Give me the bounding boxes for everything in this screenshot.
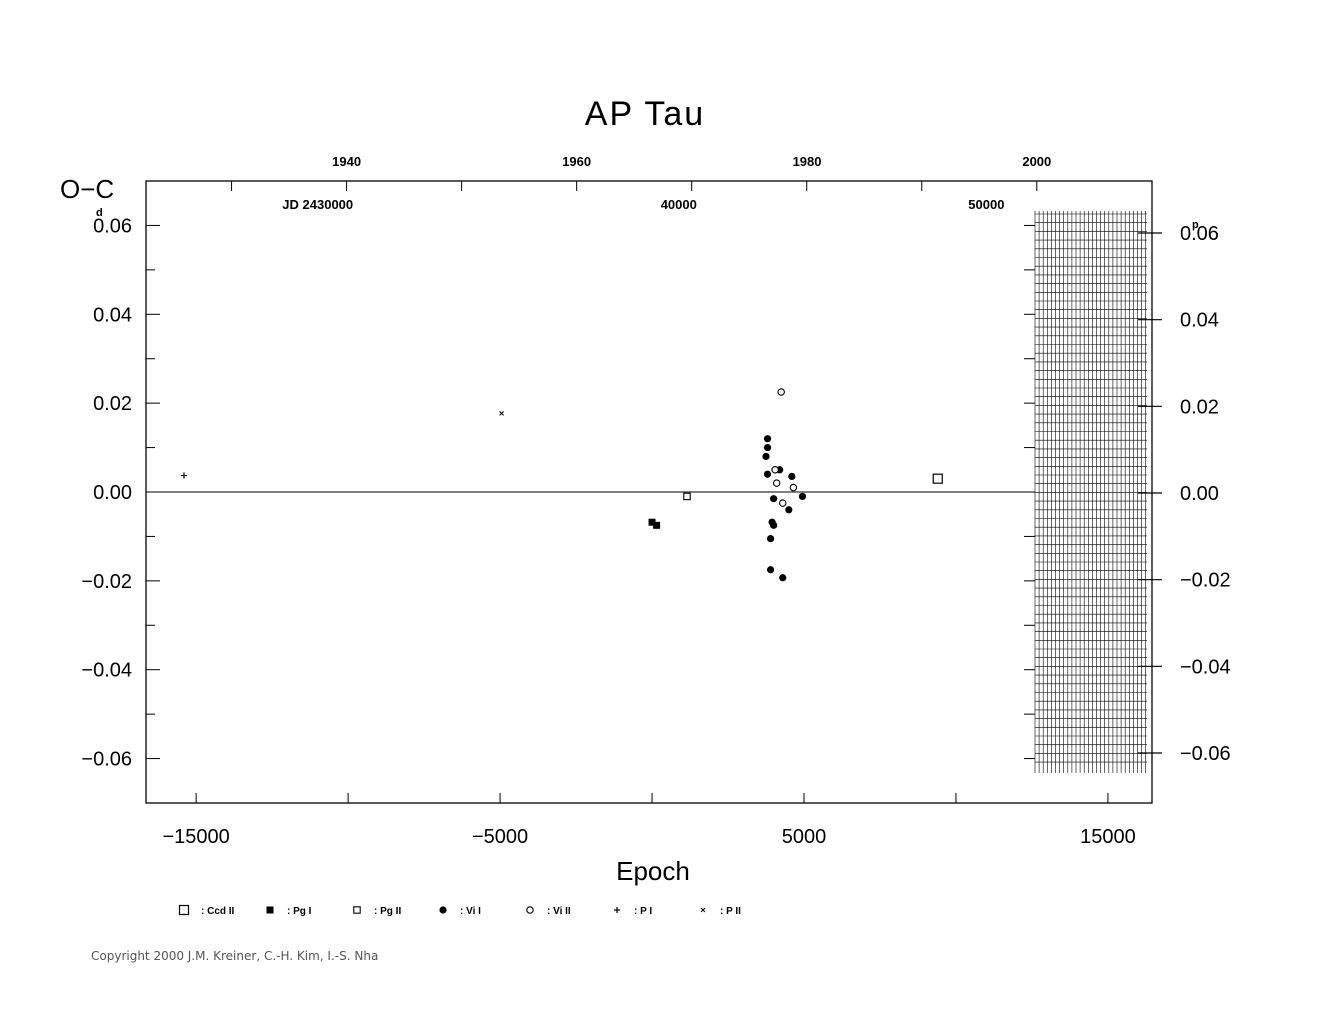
data-point — [763, 443, 772, 452]
y-tick-label-right: −0.04 — [1180, 656, 1231, 678]
legend-marker — [700, 907, 706, 913]
data-point — [798, 492, 807, 501]
top-year-label: 2000 — [1022, 154, 1051, 169]
legend-label: : P I — [634, 906, 652, 917]
y-tick-label-left: −0.06 — [81, 749, 132, 771]
data-point — [762, 452, 770, 461]
top-year-label: 1980 — [793, 154, 822, 169]
copyright-note: Copyright 2000 J.M. Kreiner, C.-H. Kim, … — [91, 949, 379, 963]
top-jd-label: 40000 — [661, 197, 697, 212]
top-jd-label: 50000 — [968, 197, 1004, 212]
x-tick-label: −5000 — [472, 826, 528, 848]
y-tick-label-right: 0.02 — [1180, 396, 1219, 418]
y-axis-label: O−C — [60, 174, 114, 204]
hatched-region — [1034, 211, 1147, 773]
series-4 — [771, 388, 798, 507]
y-unit-left: d — [96, 207, 103, 219]
data-point — [766, 566, 775, 574]
plot-area: 0.06 0.04 0.02 0.00 −0.02 −0.04 −0.06 0.06 0.04 0… — [81, 154, 1230, 848]
data-point — [932, 473, 943, 484]
top-jd-label: JD 2430000 — [282, 197, 353, 212]
legend-marker — [178, 904, 190, 916]
y-tick-label-right: 0.06 — [1180, 223, 1219, 245]
data-point — [770, 495, 778, 503]
series-2 — [683, 492, 691, 501]
data-point — [771, 466, 779, 474]
x-tick-label: 15000 — [1080, 826, 1136, 848]
legend: : Ccd II : Pg I : Pg II : Vi I : Vi II : P I:… — [178, 904, 741, 917]
top-year-label: 1960 — [562, 154, 591, 169]
y-unit-right: p — [1192, 219, 1199, 231]
y-tick-label-right: −0.02 — [1180, 570, 1231, 592]
data-point — [763, 435, 772, 443]
y-tick-label-right: 0.04 — [1180, 310, 1219, 332]
data-point — [788, 472, 796, 481]
y-tick-label-left: 0.06 — [93, 215, 132, 237]
data-point — [778, 499, 787, 507]
legend-marker — [266, 906, 274, 914]
legend-marker — [353, 906, 361, 914]
x-tick-label: 5000 — [782, 826, 827, 848]
legend-marker — [439, 906, 447, 914]
data-point — [772, 479, 781, 487]
data-point — [683, 492, 691, 501]
y-tick-label-left: 0.00 — [93, 482, 132, 504]
legend-label: : Pg II — [374, 906, 401, 917]
y-tick-label-left: 0.04 — [93, 304, 132, 326]
legend-label: : Pg I — [287, 906, 312, 917]
series-6 — [499, 411, 504, 416]
data-point — [789, 483, 798, 492]
legend-marker — [526, 906, 534, 914]
y-tick-label-left: 0.02 — [93, 393, 132, 415]
series-3 — [762, 435, 807, 582]
series-0 — [932, 473, 943, 484]
data-point — [770, 521, 778, 529]
y-tick-label-left: −0.04 — [81, 660, 132, 682]
data-point — [653, 521, 661, 529]
data-point — [180, 472, 187, 479]
data-point — [779, 574, 787, 582]
series-5 — [180, 472, 187, 479]
legend-label: : P II — [720, 906, 741, 917]
y-tick-label-right: 0.00 — [1180, 483, 1219, 505]
legend-label: : Ccd II — [201, 906, 235, 917]
series-1 — [648, 518, 661, 529]
data-point — [777, 388, 785, 396]
data-point — [785, 506, 793, 514]
y-tick-label-right: −0.06 — [1180, 743, 1231, 765]
x-tick-label: −15000 — [162, 826, 229, 848]
y-tick-label-left: −0.02 — [81, 571, 132, 593]
top-year-label: 1940 — [332, 154, 361, 169]
legend-marker — [614, 907, 620, 913]
data-point — [763, 470, 772, 478]
x-axis-label: Epoch — [616, 856, 690, 886]
data-point — [499, 411, 504, 416]
legend-label: : Vi I — [460, 906, 481, 917]
chart-title: AP Tau — [585, 95, 705, 133]
data-point — [766, 535, 775, 543]
legend-label: : Vi II — [547, 906, 571, 917]
data-point — [648, 518, 656, 526]
